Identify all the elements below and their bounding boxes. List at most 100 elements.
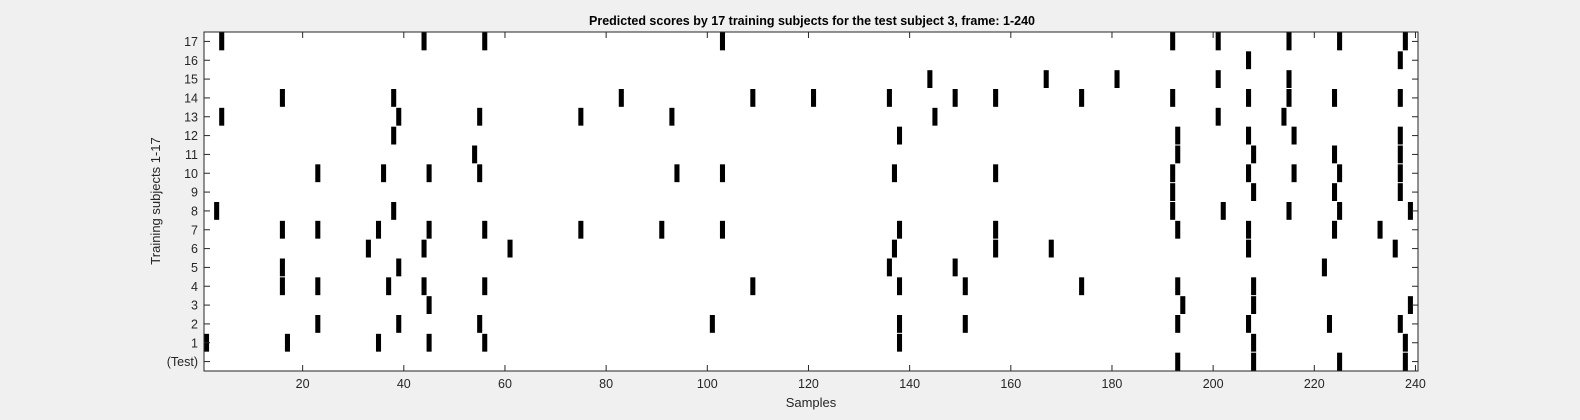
score-mark [1392,239,1398,258]
score-mark [1215,70,1221,88]
x-axis-label: Samples [786,395,837,410]
score-mark [1079,89,1085,107]
y-tick-label: 16 [184,54,198,68]
score-mark [886,258,892,277]
y-tick-label: 17 [184,35,198,49]
score-mark [1175,352,1181,371]
score-mark [284,333,290,352]
score-mark [1170,164,1176,183]
score-mark [1170,183,1176,201]
score-mark [1175,220,1181,239]
score-mark [719,32,726,51]
score-mark [396,107,402,126]
score-mark [896,277,903,296]
score-mark [214,202,220,220]
score-mark [396,315,402,333]
score-mark [421,32,427,51]
score-mark [421,239,427,258]
score-mark [1332,145,1338,164]
score-mark [279,258,285,277]
score-mark [962,315,968,333]
score-mark [1286,202,1292,220]
score-mark [1337,164,1343,183]
x-tick-label: 140 [899,377,920,391]
score-mark [386,277,392,296]
score-mark [279,277,285,296]
score-mark [896,126,903,145]
score-mark [1079,277,1085,296]
score-mark [426,333,432,352]
score-mark [674,164,680,183]
score-mark [927,70,933,88]
y-tick-label: 10 [184,167,198,181]
score-mark [507,239,513,258]
x-tick-label: 240 [1405,377,1426,391]
score-mark [1114,70,1120,88]
score-mark [315,164,321,183]
score-mark [279,89,285,107]
score-mark [1337,32,1343,51]
score-mark [426,164,432,183]
score-mark [669,107,675,126]
y-tick-label: 12 [184,129,198,143]
y-tick-label: 11 [185,148,198,162]
score-mark [482,32,488,51]
score-mark [391,202,397,220]
score-mark [315,220,321,239]
score-mark [1337,352,1343,371]
score-mark [477,315,483,333]
score-mark [1246,220,1252,239]
score-mark [719,164,726,183]
score-mark [993,164,999,183]
score-mark [1402,32,1408,51]
score-mark [993,239,999,258]
score-mark [1246,126,1252,145]
score-mark [709,315,715,333]
score-mark [578,220,584,239]
x-tick-label: 180 [1102,377,1123,391]
score-mark [896,315,903,333]
y-tick-label: 6 [191,242,198,256]
x-tick-label: 160 [1000,377,1021,391]
score-mark [618,89,624,107]
score-mark [1175,126,1181,145]
score-mark [1337,202,1343,220]
data-marks [204,32,1413,371]
score-mark [426,296,432,314]
score-mark [315,315,321,333]
x-tick-label: 80 [599,377,613,391]
score-mark [1170,89,1176,107]
score-mark [1215,107,1221,126]
score-mark [891,239,897,258]
score-mark [1170,32,1176,51]
score-mark [952,89,958,107]
score-mark [1175,277,1181,296]
score-mark [1251,145,1257,164]
x-axis: 20 40 60 80 100 120 140 160 180 200 220 240 [296,32,1426,391]
score-mark [1397,164,1403,183]
score-mark [750,89,756,107]
score-mark [391,126,397,145]
score-mark [1291,164,1297,183]
y-tick-label: 5 [191,261,198,275]
y-tick-label: 2 [191,317,198,331]
score-mark [578,107,584,126]
y-tick-label: 15 [184,73,198,87]
score-mark [472,145,478,164]
x-tick-label: 120 [798,377,819,391]
score-mark [1246,89,1252,107]
score-mark [1397,145,1403,164]
score-mark [1397,89,1403,107]
score-mark [1170,202,1176,220]
score-mark [886,89,892,107]
axes-box [203,31,1419,372]
score-mark [279,220,285,239]
score-mark [482,220,488,239]
score-mark [1321,258,1327,277]
score-mark [1291,126,1297,145]
score-mark [1286,89,1292,107]
y-tick-label: 4 [191,280,198,294]
score-mark [477,164,483,183]
